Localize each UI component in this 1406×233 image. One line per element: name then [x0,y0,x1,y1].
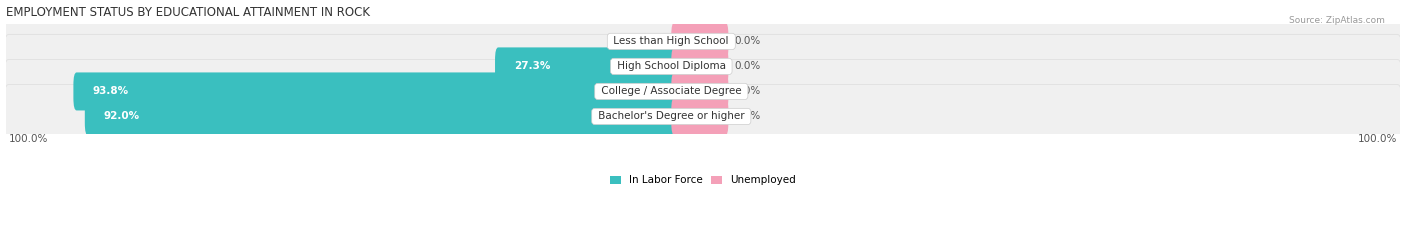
Text: Bachelor's Degree or higher: Bachelor's Degree or higher [595,111,748,121]
Text: 93.8%: 93.8% [93,86,128,96]
FancyBboxPatch shape [73,72,675,110]
Legend: In Labor Force, Unemployed: In Labor Force, Unemployed [606,171,800,189]
Text: High School Diploma: High School Diploma [613,62,728,72]
Text: 0.0%: 0.0% [630,36,655,46]
FancyBboxPatch shape [4,84,1402,148]
Text: 92.0%: 92.0% [104,111,141,121]
Text: 100.0%: 100.0% [1358,134,1398,144]
FancyBboxPatch shape [4,9,1402,73]
FancyBboxPatch shape [671,47,728,86]
FancyBboxPatch shape [495,47,675,86]
FancyBboxPatch shape [4,59,1402,123]
Text: EMPLOYMENT STATUS BY EDUCATIONAL ATTAINMENT IN ROCK: EMPLOYMENT STATUS BY EDUCATIONAL ATTAINM… [6,6,370,19]
Text: Source: ZipAtlas.com: Source: ZipAtlas.com [1289,16,1385,25]
Text: 0.0%: 0.0% [735,36,761,46]
Text: 100.0%: 100.0% [8,134,48,144]
FancyBboxPatch shape [671,22,728,60]
FancyBboxPatch shape [4,34,1402,99]
Text: 0.0%: 0.0% [735,62,761,72]
Text: Less than High School: Less than High School [610,36,733,46]
Text: 27.3%: 27.3% [515,62,550,72]
FancyBboxPatch shape [671,72,728,110]
Text: 0.0%: 0.0% [735,111,761,121]
FancyBboxPatch shape [671,97,728,135]
Text: 0.0%: 0.0% [735,86,761,96]
Text: College / Associate Degree: College / Associate Degree [598,86,745,96]
FancyBboxPatch shape [84,97,675,135]
